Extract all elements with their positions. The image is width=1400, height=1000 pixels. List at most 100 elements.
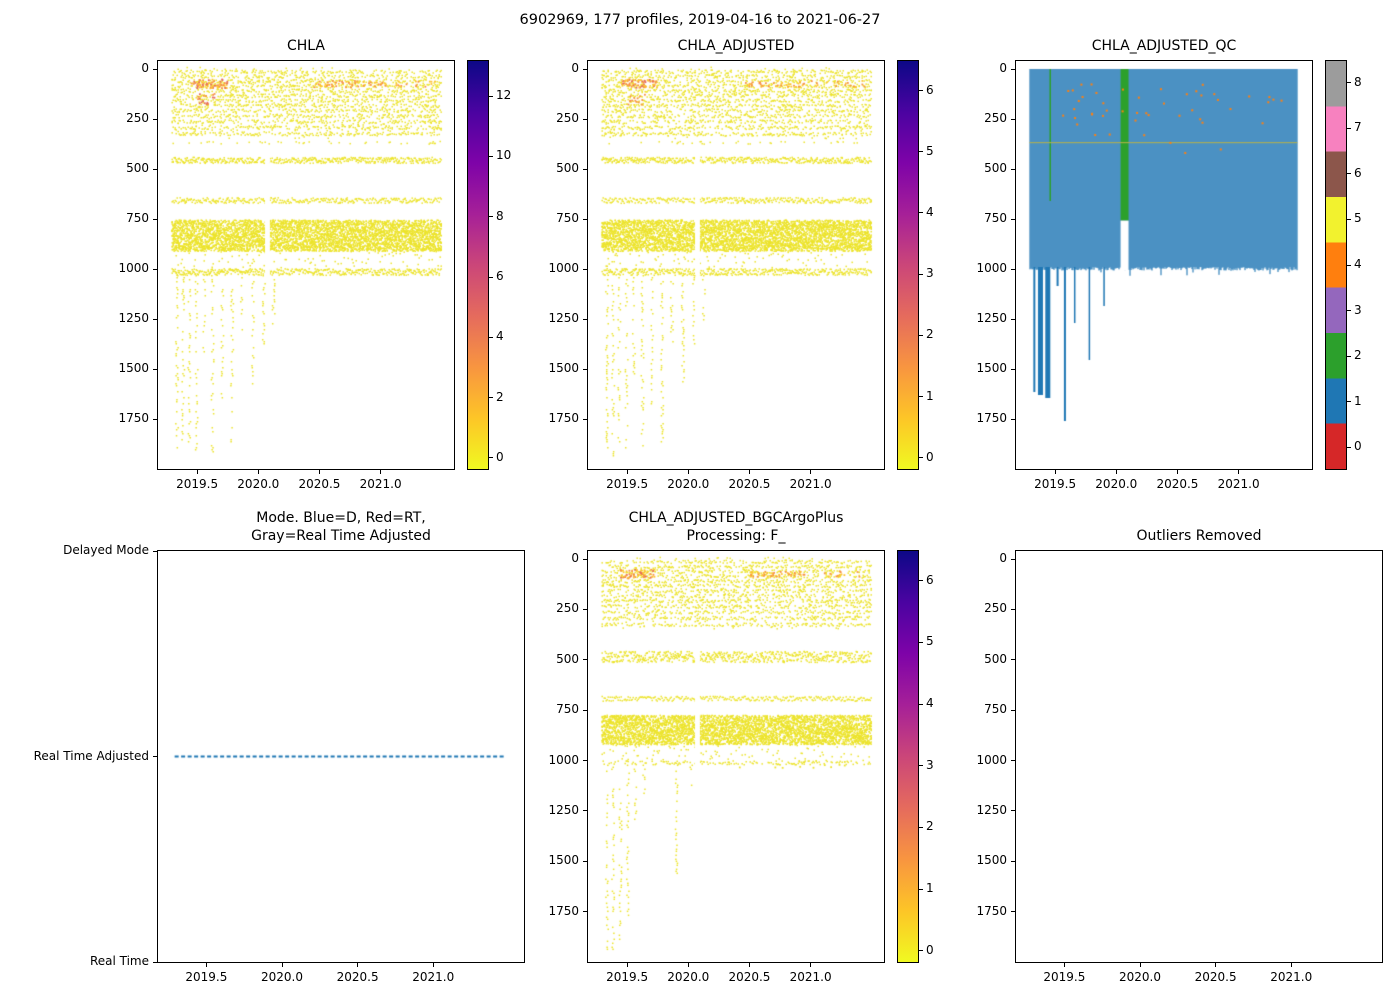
x-tick-label: 2020.0 <box>1095 477 1138 491</box>
colorbar-tick-mark <box>919 641 923 643</box>
y-tick-mark <box>1011 118 1015 120</box>
colorbar-tick-mark <box>489 457 493 459</box>
x-tick-mark <box>810 470 812 474</box>
y-tick-label: 1750 <box>976 411 1007 425</box>
colorbar-tick-mark <box>919 950 923 952</box>
outliers-removed-plot-canvas <box>1015 550 1383 963</box>
colorbar-tick-mark <box>1347 355 1351 357</box>
y-tick-mark <box>583 860 587 862</box>
colorbar-tick-label: 2 <box>926 819 934 834</box>
y-tick-label: 1250 <box>976 802 1007 817</box>
colorbar-tick-mark <box>919 212 923 214</box>
chla-adjusted-plot-canvas <box>587 60 885 470</box>
colorbar-tick-mark <box>1347 446 1351 448</box>
colorbar-tick-label: 4 <box>926 696 934 711</box>
x-tick-label: 2020.0 <box>667 970 710 984</box>
subplot-title-mode: Mode. Blue=D, Red=RT, Gray=Real Time Adj… <box>251 510 431 545</box>
y-tick-mark <box>153 118 157 120</box>
colorbar-tick-mark <box>919 334 923 336</box>
y-tick-label: 250 <box>984 601 1007 616</box>
x-tick-label: 2020.0 <box>1119 970 1162 984</box>
y-tick-label: 750 <box>126 211 149 225</box>
colorbar-tick-label: 4 <box>1354 257 1362 271</box>
x-tick-mark <box>1215 963 1217 967</box>
y-tick-label: 500 <box>126 161 149 175</box>
y-tick-mark <box>1011 810 1015 812</box>
x-tick-label: 2021.0 <box>789 970 832 984</box>
y-tick-mark <box>583 911 587 913</box>
colorbar-tick-label: 0 <box>926 942 934 957</box>
colorbar-tick-mark <box>919 765 923 767</box>
colorbar-tick-mark <box>1347 264 1351 266</box>
x-tick-label: 2020.5 <box>1156 477 1199 491</box>
y-tick-mark <box>153 418 157 420</box>
x-tick-mark <box>1115 470 1117 474</box>
y-tick-mark <box>583 760 587 762</box>
y-tick-label: 1000 <box>976 261 1007 275</box>
figure-title: 6902969, 177 profiles, 2019-04-16 to 202… <box>519 12 881 28</box>
colorbar-tick-mark <box>1347 218 1351 220</box>
x-tick-mark <box>1290 963 1292 967</box>
colorbar-tick-label: 1 <box>1354 393 1362 408</box>
y-tick-label: 1500 <box>548 361 579 375</box>
y-tick-mark <box>583 608 587 610</box>
y-tick-mark <box>1011 268 1015 270</box>
y-tick-mark <box>1011 760 1015 762</box>
y-tick-mark <box>153 550 157 552</box>
y-tick-label: 250 <box>126 111 149 125</box>
colorbar-tick-label: 5 <box>1354 211 1362 226</box>
chla-plot-canvas <box>157 60 455 470</box>
x-tick-mark <box>1238 470 1240 474</box>
mode-plot-canvas <box>157 550 525 963</box>
colorbar-tick-label: 10 <box>496 148 512 163</box>
y-tick-mark <box>583 810 587 812</box>
colorbar-tick-label: 7 <box>1354 120 1362 135</box>
y-tick-label: 1000 <box>976 752 1007 767</box>
colorbar-tick-label: 3 <box>926 757 934 772</box>
y-tick-mark <box>1011 68 1015 70</box>
y-tick-mark <box>583 659 587 661</box>
y-tick-label: 250 <box>556 601 579 616</box>
subplot-title-chla: CHLA <box>286 38 326 54</box>
y-tick-label: 1000 <box>118 261 149 275</box>
y-tick-label: 0 <box>571 61 579 75</box>
x-tick-mark <box>626 963 628 967</box>
y-tick-label: 1750 <box>548 903 579 918</box>
colorbar-tick-mark <box>919 580 923 582</box>
y-tick-mark <box>583 168 587 170</box>
colorbar-tick-mark <box>489 397 493 399</box>
colorbar-tick-label: 8 <box>1354 74 1362 89</box>
y-tick-mark <box>153 756 157 757</box>
x-tick-label: 2019.5 <box>185 970 228 984</box>
x-tick-mark <box>196 470 198 474</box>
x-tick-mark <box>205 963 207 967</box>
y-tick-mark <box>1011 218 1015 220</box>
y-tick-mark <box>583 318 587 320</box>
colorbar-tick-label: 0 <box>926 449 934 464</box>
x-tick-label: 2021.0 <box>412 970 455 984</box>
y-tick-mark <box>1011 418 1015 420</box>
x-tick-label: 2019.5 <box>1043 970 1086 984</box>
colorbar-tick-mark <box>919 90 923 92</box>
chla-adjusted-bgcargoplus-plot-canvas <box>587 550 885 963</box>
x-tick-mark <box>687 470 689 474</box>
y-tick-label: 750 <box>984 702 1007 717</box>
x-tick-label: 2020.5 <box>728 477 771 491</box>
x-tick-mark <box>1063 963 1065 967</box>
x-tick-label: 2021.0 <box>1217 477 1260 491</box>
x-tick-mark <box>318 470 320 474</box>
y-tick-label: 1500 <box>976 853 1007 868</box>
x-tick-mark <box>687 963 689 967</box>
y-tick-mark <box>583 68 587 70</box>
y-tick-label: Real Time <box>89 954 149 968</box>
y-tick-label: 0 <box>999 551 1007 566</box>
colorbar-tick-label: 1 <box>926 388 934 403</box>
y-tick-mark <box>153 368 157 370</box>
colorbar-tick-mark <box>489 155 493 157</box>
colorbar-tick-label: 4 <box>926 204 934 219</box>
x-tick-mark <box>257 470 259 474</box>
x-tick-mark <box>626 470 628 474</box>
x-tick-mark <box>748 963 750 967</box>
y-tick-mark <box>1011 168 1015 170</box>
